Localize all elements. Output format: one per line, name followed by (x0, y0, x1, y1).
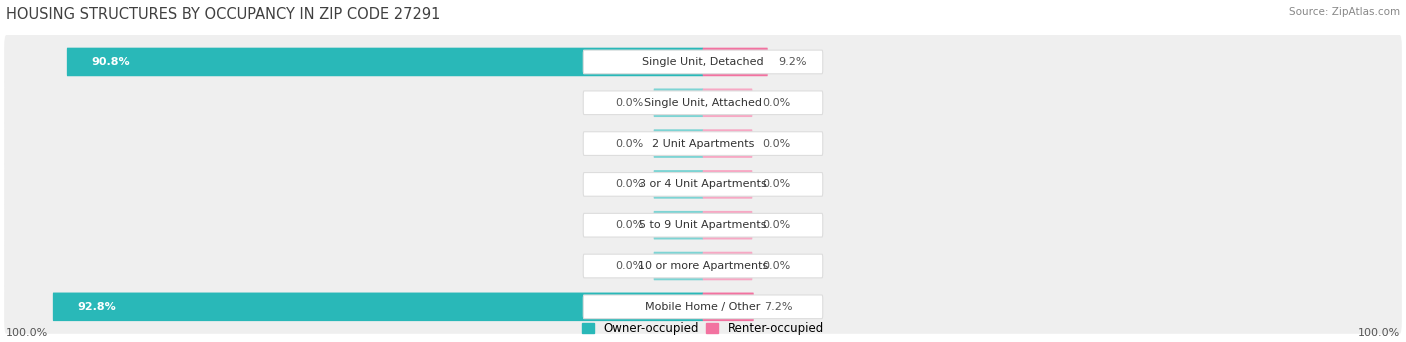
Text: Single Unit, Detached: Single Unit, Detached (643, 57, 763, 67)
FancyBboxPatch shape (4, 280, 1402, 334)
FancyBboxPatch shape (654, 129, 703, 158)
Text: 0.0%: 0.0% (762, 220, 790, 230)
Text: 9.2%: 9.2% (778, 57, 807, 67)
Text: Mobile Home / Other: Mobile Home / Other (645, 302, 761, 312)
Text: 0.0%: 0.0% (762, 139, 790, 148)
Text: 100.0%: 100.0% (1357, 328, 1400, 338)
FancyBboxPatch shape (583, 132, 823, 155)
Text: 0.0%: 0.0% (616, 98, 644, 108)
Text: 0.0%: 0.0% (762, 98, 790, 108)
FancyBboxPatch shape (703, 48, 768, 76)
FancyBboxPatch shape (583, 295, 823, 319)
FancyBboxPatch shape (703, 170, 752, 199)
FancyBboxPatch shape (4, 157, 1402, 211)
FancyBboxPatch shape (583, 50, 823, 74)
Text: 0.0%: 0.0% (762, 180, 790, 189)
Text: 92.8%: 92.8% (77, 302, 117, 312)
FancyBboxPatch shape (53, 292, 703, 321)
Text: 10 or more Apartments: 10 or more Apartments (638, 261, 768, 271)
Text: 100.0%: 100.0% (6, 328, 49, 338)
FancyBboxPatch shape (703, 211, 752, 239)
FancyBboxPatch shape (654, 89, 703, 117)
Text: 7.2%: 7.2% (763, 302, 793, 312)
FancyBboxPatch shape (703, 292, 754, 321)
FancyBboxPatch shape (4, 239, 1402, 293)
Text: 3 or 4 Unit Apartments: 3 or 4 Unit Apartments (640, 180, 766, 189)
FancyBboxPatch shape (4, 117, 1402, 171)
Text: 0.0%: 0.0% (616, 180, 644, 189)
FancyBboxPatch shape (654, 170, 703, 199)
FancyBboxPatch shape (583, 91, 823, 115)
Text: HOUSING STRUCTURES BY OCCUPANCY IN ZIP CODE 27291: HOUSING STRUCTURES BY OCCUPANCY IN ZIP C… (6, 7, 440, 22)
FancyBboxPatch shape (4, 76, 1402, 130)
FancyBboxPatch shape (654, 211, 703, 239)
FancyBboxPatch shape (703, 252, 752, 280)
Text: 0.0%: 0.0% (616, 261, 644, 271)
FancyBboxPatch shape (583, 254, 823, 278)
FancyBboxPatch shape (4, 198, 1402, 252)
Text: 2 Unit Apartments: 2 Unit Apartments (652, 139, 754, 148)
FancyBboxPatch shape (583, 173, 823, 196)
FancyBboxPatch shape (583, 213, 823, 237)
Text: 90.8%: 90.8% (91, 57, 131, 67)
Text: 5 to 9 Unit Apartments: 5 to 9 Unit Apartments (640, 220, 766, 230)
Text: 0.0%: 0.0% (762, 261, 790, 271)
Text: Single Unit, Attached: Single Unit, Attached (644, 98, 762, 108)
Text: Source: ZipAtlas.com: Source: ZipAtlas.com (1288, 7, 1400, 17)
Text: 0.0%: 0.0% (616, 220, 644, 230)
FancyBboxPatch shape (703, 89, 752, 117)
FancyBboxPatch shape (703, 129, 752, 158)
FancyBboxPatch shape (67, 48, 703, 76)
FancyBboxPatch shape (4, 35, 1402, 89)
FancyBboxPatch shape (654, 252, 703, 280)
Legend: Owner-occupied, Renter-occupied: Owner-occupied, Renter-occupied (582, 322, 824, 335)
Text: 0.0%: 0.0% (616, 139, 644, 148)
